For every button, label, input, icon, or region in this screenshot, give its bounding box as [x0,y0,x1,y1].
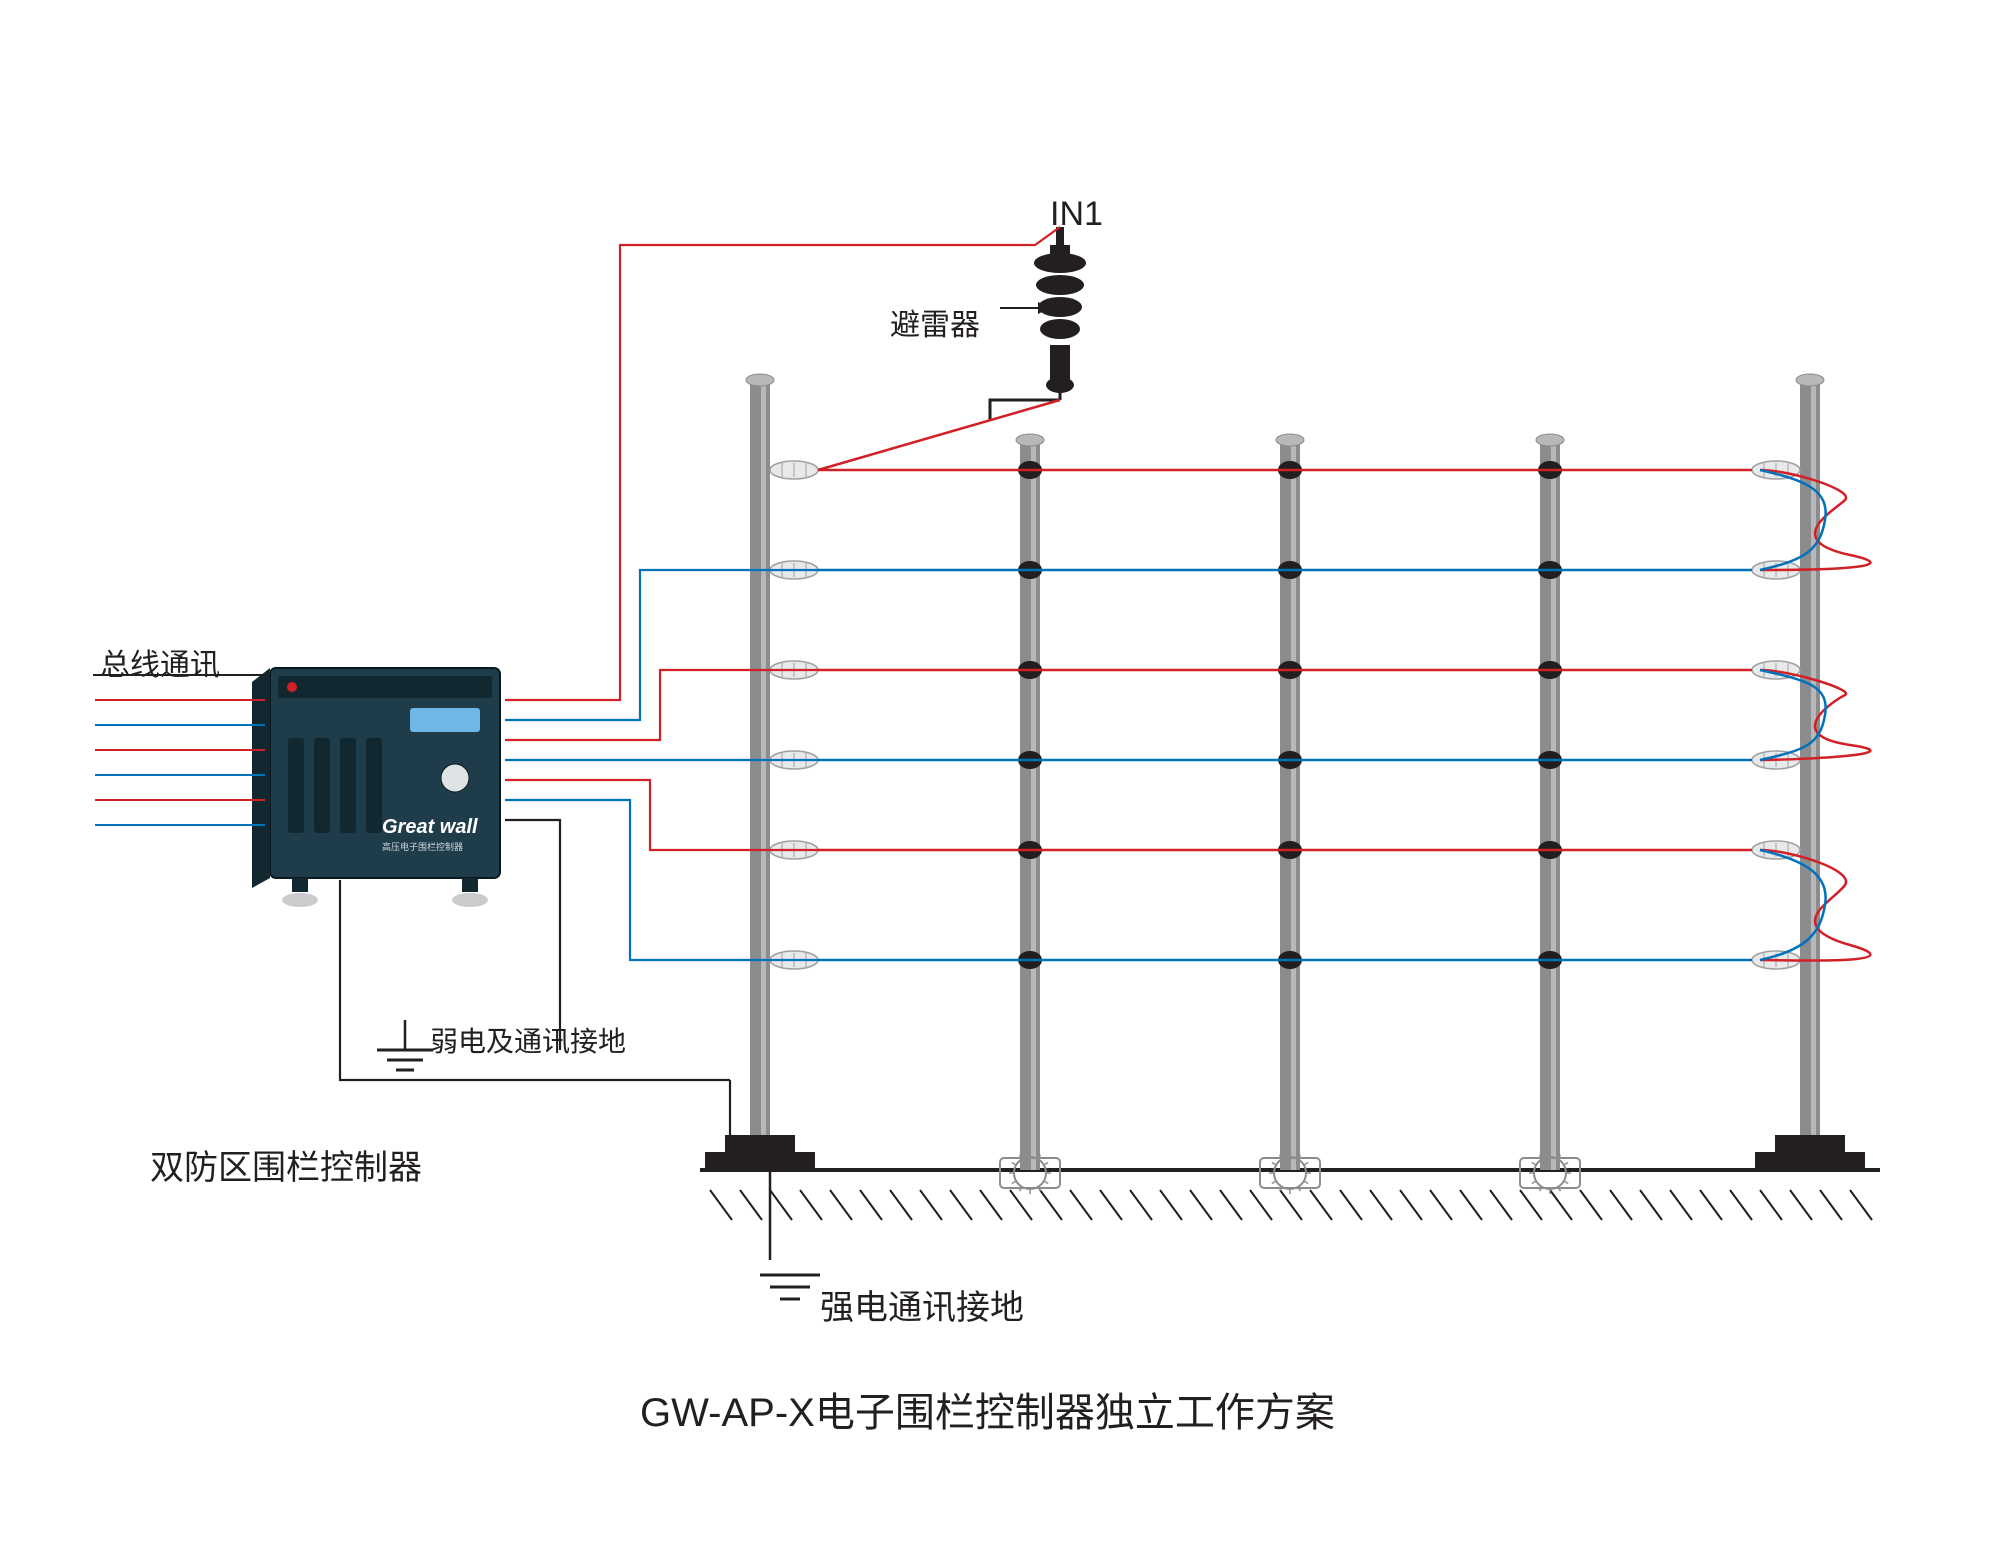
title: GW-AP-X电子围栏控制器独立工作方案 [640,1380,1335,1438]
svg-text:高压电子围栏控制器: 高压电子围栏控制器 [382,841,463,852]
label-in1: IN1 [1050,195,1103,234]
svg-text:Great wall: Great wall [382,816,478,838]
label-arrester: 避雷器 [890,300,980,344]
label-strong-ground: 强电通讯接地 [820,1280,1024,1329]
label-weak-ground: 弱电及通讯接地 [430,1020,626,1060]
label-bus: 总线通讯 [100,640,220,684]
label-controller: 双防区围栏控制器 [150,1140,422,1189]
